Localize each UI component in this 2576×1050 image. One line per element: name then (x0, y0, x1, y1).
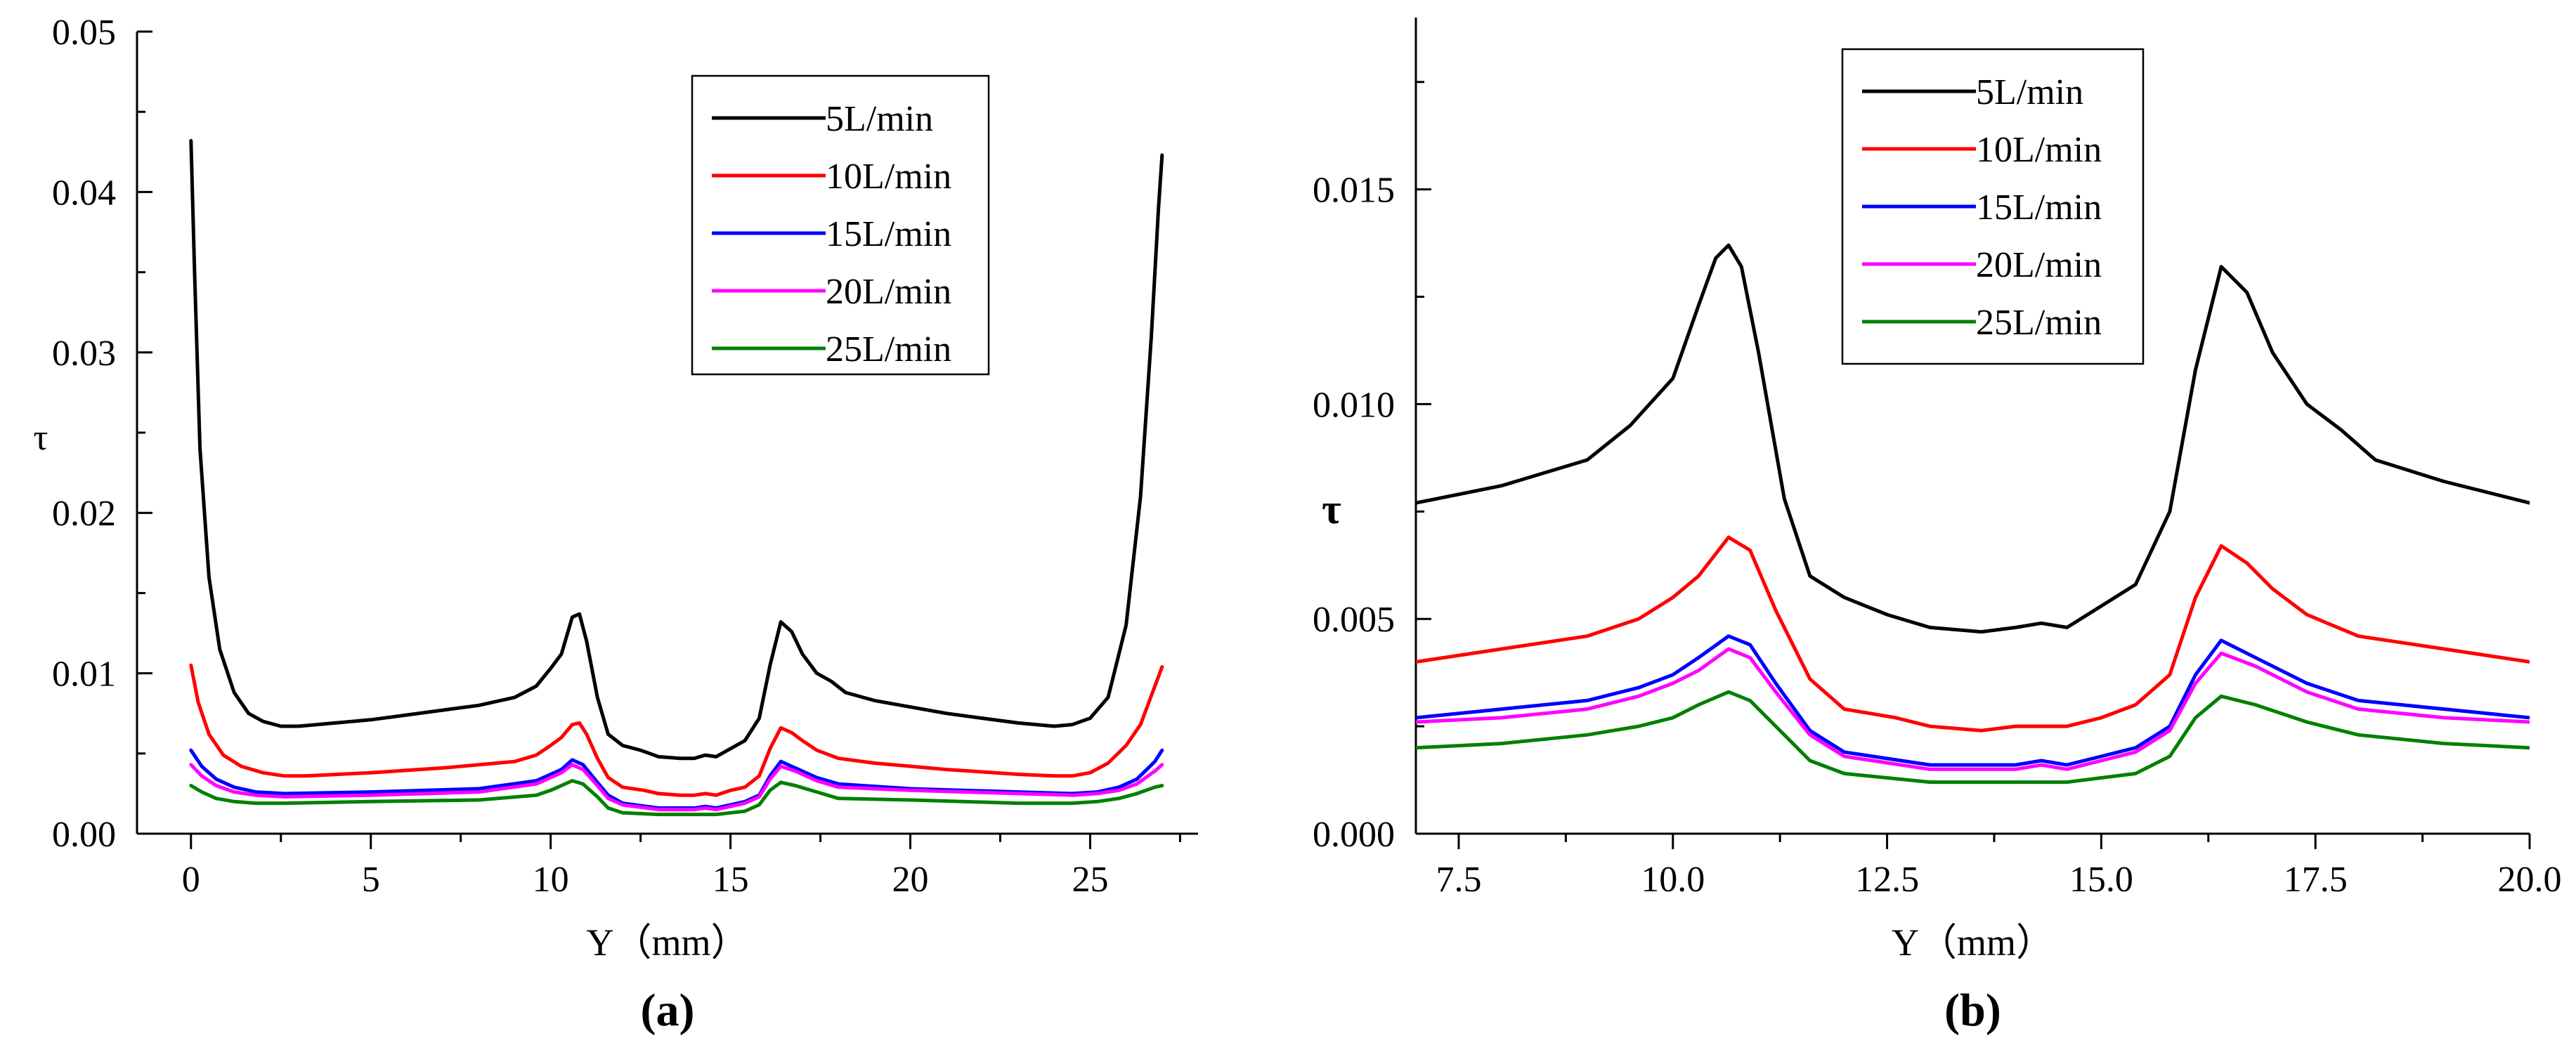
x-tick-label: 10.0 (1641, 860, 1705, 900)
series-line-5L-min (1416, 243, 2530, 634)
panel-label: (a) (641, 985, 695, 1036)
x-tick-label: 20 (892, 860, 929, 900)
legend-label: 15L/min (826, 214, 951, 254)
x-tick-label: 12.5 (1855, 860, 1919, 900)
x-tick-label: 5 (362, 860, 380, 900)
y-tick-label: 0.04 (52, 173, 116, 213)
x-tick-label: 15 (713, 860, 749, 900)
series-group (1416, 243, 2530, 785)
y-axis-label: τ (34, 418, 48, 458)
x-tick-label: 0 (182, 860, 200, 900)
legend-label: 15L/min (1976, 188, 2102, 228)
series-group (189, 138, 1164, 817)
legend: 5L/min 10L/min 15L/min 20L/min 25L/min (691, 74, 990, 376)
y-tick-label: 0.03 (52, 334, 116, 374)
x-tick-label: 15.0 (2069, 860, 2133, 900)
x-tick-label: 25 (1072, 860, 1108, 900)
panel-label-paren-close: ) (679, 985, 695, 1036)
y-tick-label: 0.05 (52, 13, 116, 53)
panel-label-paren-close: ) (1986, 985, 2001, 1036)
legend-label: 10L/min (826, 157, 951, 197)
y-tick-label: 0.005 (1313, 600, 1395, 640)
y-axis-label: τ (1322, 486, 1341, 532)
panel-label: (b) (1944, 985, 2001, 1036)
y-tick-label: 0.00 (52, 815, 116, 855)
x-tick-label: 7.5 (1436, 860, 1481, 900)
x-tick-label: 17.5 (2284, 860, 2348, 900)
y-tick-label: 0.000 (1313, 815, 1395, 855)
panel-label-paren-open: ( (641, 985, 656, 1036)
legend: 5L/min 10L/min 15L/min 20L/min 25L/min (1841, 48, 2145, 365)
series-line-5L-min (189, 138, 1164, 761)
series-line-15L-min (1416, 634, 2530, 767)
legend-label: 25L/min (1976, 303, 2102, 343)
x-axis-label: Y（mm） (1892, 921, 2054, 964)
panel-label-paren-open: ( (1944, 985, 1960, 1036)
series-line-25L-min (1416, 690, 2530, 785)
y-tick-label: 0.010 (1313, 385, 1395, 425)
panel-label-letter: a (656, 985, 679, 1036)
panel-a: 0.00 0.01 0.02 0.03 0.04 0.05 0 5 10 15 20 25 τ Y（mm）… (34, 13, 1198, 1036)
series-line-10L-min (189, 663, 1164, 797)
x-tick-label: 20.0 (2498, 860, 2562, 900)
legend-label: 25L/min (826, 329, 951, 369)
legend-label: 10L/min (1976, 130, 2102, 170)
legend-label: 20L/min (1976, 245, 2102, 285)
x-axis-label: Y（mm） (586, 921, 748, 964)
y-tick-label: 0.015 (1313, 171, 1395, 211)
series-line-25L-min (189, 779, 1164, 817)
legend-label: 20L/min (826, 272, 951, 312)
panel-label-letter: b (1960, 985, 1986, 1036)
legend-box (691, 74, 990, 376)
y-tick-label: 0.02 (52, 494, 116, 534)
x-tick-label: 10 (533, 860, 569, 900)
panel-b: 0.000 0.005 0.010 0.015 7.5 10.0 12.5 15.0 17.5 2… (1313, 18, 2562, 1036)
series-line-10L-min (1416, 535, 2530, 733)
legend-label: 5L/min (826, 99, 933, 139)
y-tick-label: 0.01 (52, 655, 116, 695)
series-line-20L-min (1416, 647, 2530, 771)
legend-label: 5L/min (1976, 72, 2083, 112)
series-line-20L-min (189, 763, 1164, 812)
